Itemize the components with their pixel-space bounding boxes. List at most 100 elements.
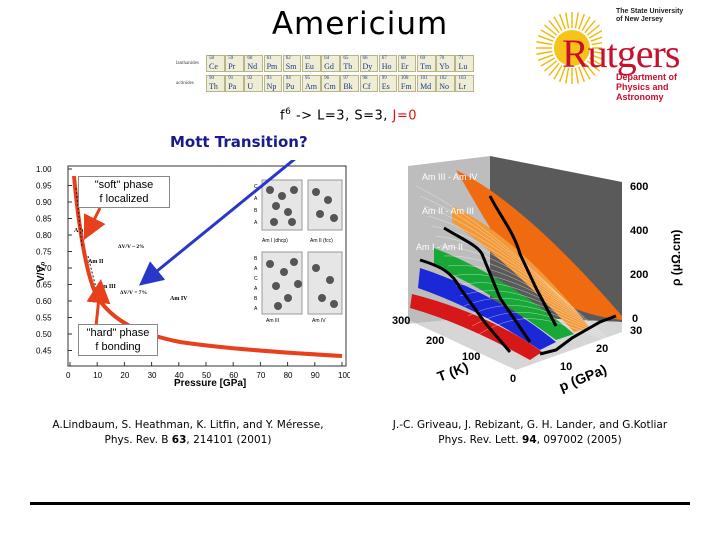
hard-phase-line2: f bonding	[95, 341, 141, 353]
y-tick-label: 0.75	[36, 248, 52, 257]
element-symbol: Fm	[400, 81, 412, 91]
element-cell-tm: 69 Tm	[417, 54, 436, 72]
p-tick-10: 10	[560, 361, 572, 373]
surface-grid-line	[475, 318, 613, 342]
transition-line-3	[419, 258, 512, 353]
element-cell-nd: 60 Nd	[244, 54, 263, 72]
atom	[290, 186, 298, 194]
element-number: 96	[324, 75, 330, 81]
element-number: 101	[420, 75, 428, 81]
hard-phase-box: "hard" phase f bonding	[78, 324, 158, 356]
sun-ray	[553, 64, 563, 80]
element-symbol: Md	[420, 81, 432, 91]
sun-ray	[543, 60, 558, 72]
atom	[272, 282, 280, 290]
sun-emblem-icon	[536, 12, 602, 84]
phase-boundary-marks	[75, 187, 97, 289]
surface-grid-line	[447, 265, 589, 321]
x-tick-label: 30	[148, 371, 157, 380]
element-number: 71	[458, 55, 464, 61]
y-tick-label: 0.50	[36, 330, 52, 339]
rho-axis-label: ρ (μΩ.cm)	[669, 230, 683, 286]
p-tick-30: 30	[630, 325, 642, 337]
slide-title: Americium	[271, 6, 449, 42]
surface-grid-line	[419, 195, 564, 300]
y-tick-label: 0.95	[36, 182, 52, 191]
right-phase-label-2-3: Am II - Am III	[422, 206, 474, 216]
lanthanide-row-label: lanthanides	[176, 60, 199, 66]
ref-left-pages: , 214101 (2001)	[186, 434, 272, 446]
sun-ray	[574, 12, 579, 29]
logo-dept-line1: Department of	[616, 72, 678, 82]
sun-ray	[565, 12, 570, 29]
element-number: 95	[304, 75, 310, 81]
sun-ray	[584, 19, 596, 34]
element-number: 99	[381, 75, 387, 81]
element-number: 62	[285, 55, 291, 61]
element-number: 66	[362, 55, 368, 61]
x-tick-label: 0	[66, 371, 71, 380]
element-number: 65	[343, 55, 349, 61]
element-cell-er: 68 Er	[397, 54, 417, 72]
rho-tick-600: 600	[630, 181, 648, 193]
element-number: 92	[247, 75, 253, 81]
stacking-letter: C	[254, 184, 258, 190]
element-number: 90	[209, 75, 214, 81]
rutgers-logo: The State University of New Jersey Rutge…	[532, 4, 702, 102]
atom	[288, 218, 296, 226]
sun-ray	[586, 60, 601, 72]
t-tick-0: 0	[510, 373, 516, 385]
element-cell-no: 102 No	[436, 74, 455, 92]
y-tick-label: 0.80	[36, 231, 52, 240]
stacking-letter: A	[254, 306, 258, 312]
actinide-row: actinides 90 Th 91 Pa 92 U 93 Np 94 Pu 95 Am 96 Cm 97 B…	[176, 74, 475, 92]
sun-ray	[536, 50, 553, 55]
element-symbol: Pa	[228, 81, 237, 91]
atom	[312, 188, 320, 196]
element-cell-fm: 100 Fm	[397, 74, 417, 92]
struct-label-1: Am I (dhcp)	[262, 238, 288, 244]
element-number: 100	[400, 75, 409, 81]
element-symbol: Lr	[458, 81, 466, 91]
element-cell-eu: 63 Eu	[301, 54, 321, 72]
element-symbol: No	[439, 81, 450, 91]
atom	[266, 260, 274, 268]
lanthanide-row: lanthanides 58 Ce 59 Pr 60 Nd 61 Pm 62 Sm 63 Eu 64 Gd…	[176, 54, 475, 72]
struct-label-3: Am III	[266, 318, 279, 324]
sun-ray	[559, 13, 566, 30]
y-tick-label: 0.45	[36, 347, 52, 356]
config-prefix: f	[280, 108, 286, 124]
element-number: 58	[209, 55, 214, 61]
actinide-row-label: actinides	[176, 80, 194, 86]
element-number: 93	[266, 75, 272, 81]
element-symbol: Ce	[209, 61, 218, 71]
element-symbol: Cm	[324, 81, 336, 91]
element-symbol: Lu	[458, 61, 468, 71]
stacking-letter: C	[254, 276, 258, 282]
element-cell-lu: 71 Lu	[455, 54, 475, 72]
atom	[326, 276, 334, 284]
y-tick-label: 0.70	[36, 264, 52, 273]
resistivity-3d-figure: Am III - Am IV Am II - Am III Am I - Am …	[360, 156, 690, 396]
x-tick-label: 20	[120, 371, 129, 380]
stacking-letter: B	[254, 296, 258, 302]
atom	[278, 192, 286, 200]
sun-ray	[584, 62, 596, 77]
element-cell-pr: 59 Pr	[225, 54, 244, 72]
soft-phase-line2: f localized	[99, 193, 149, 205]
element-number: 91	[228, 75, 234, 81]
element-symbol: Pu	[285, 81, 295, 91]
sun-ray	[588, 57, 602, 67]
struct-label-2: Am II (fcc)	[310, 238, 333, 244]
atom	[280, 268, 288, 276]
element-cell-np: 93 Np	[263, 74, 283, 92]
delta-v-annot-1: ΔV/V ~ 2%	[118, 244, 145, 250]
transition-line-2	[443, 226, 532, 343]
element-symbol: Nd	[247, 61, 258, 71]
sun-ray	[591, 50, 602, 55]
element-cell-dy: 66 Dy	[359, 54, 379, 72]
reference-right: J.-C. Griveau, J. Rebizant, G. H. Lander…	[372, 418, 688, 448]
y-tick-label: 0.85	[36, 215, 52, 224]
x-tick-label: 100	[338, 371, 350, 380]
transition-line-4	[539, 314, 617, 356]
